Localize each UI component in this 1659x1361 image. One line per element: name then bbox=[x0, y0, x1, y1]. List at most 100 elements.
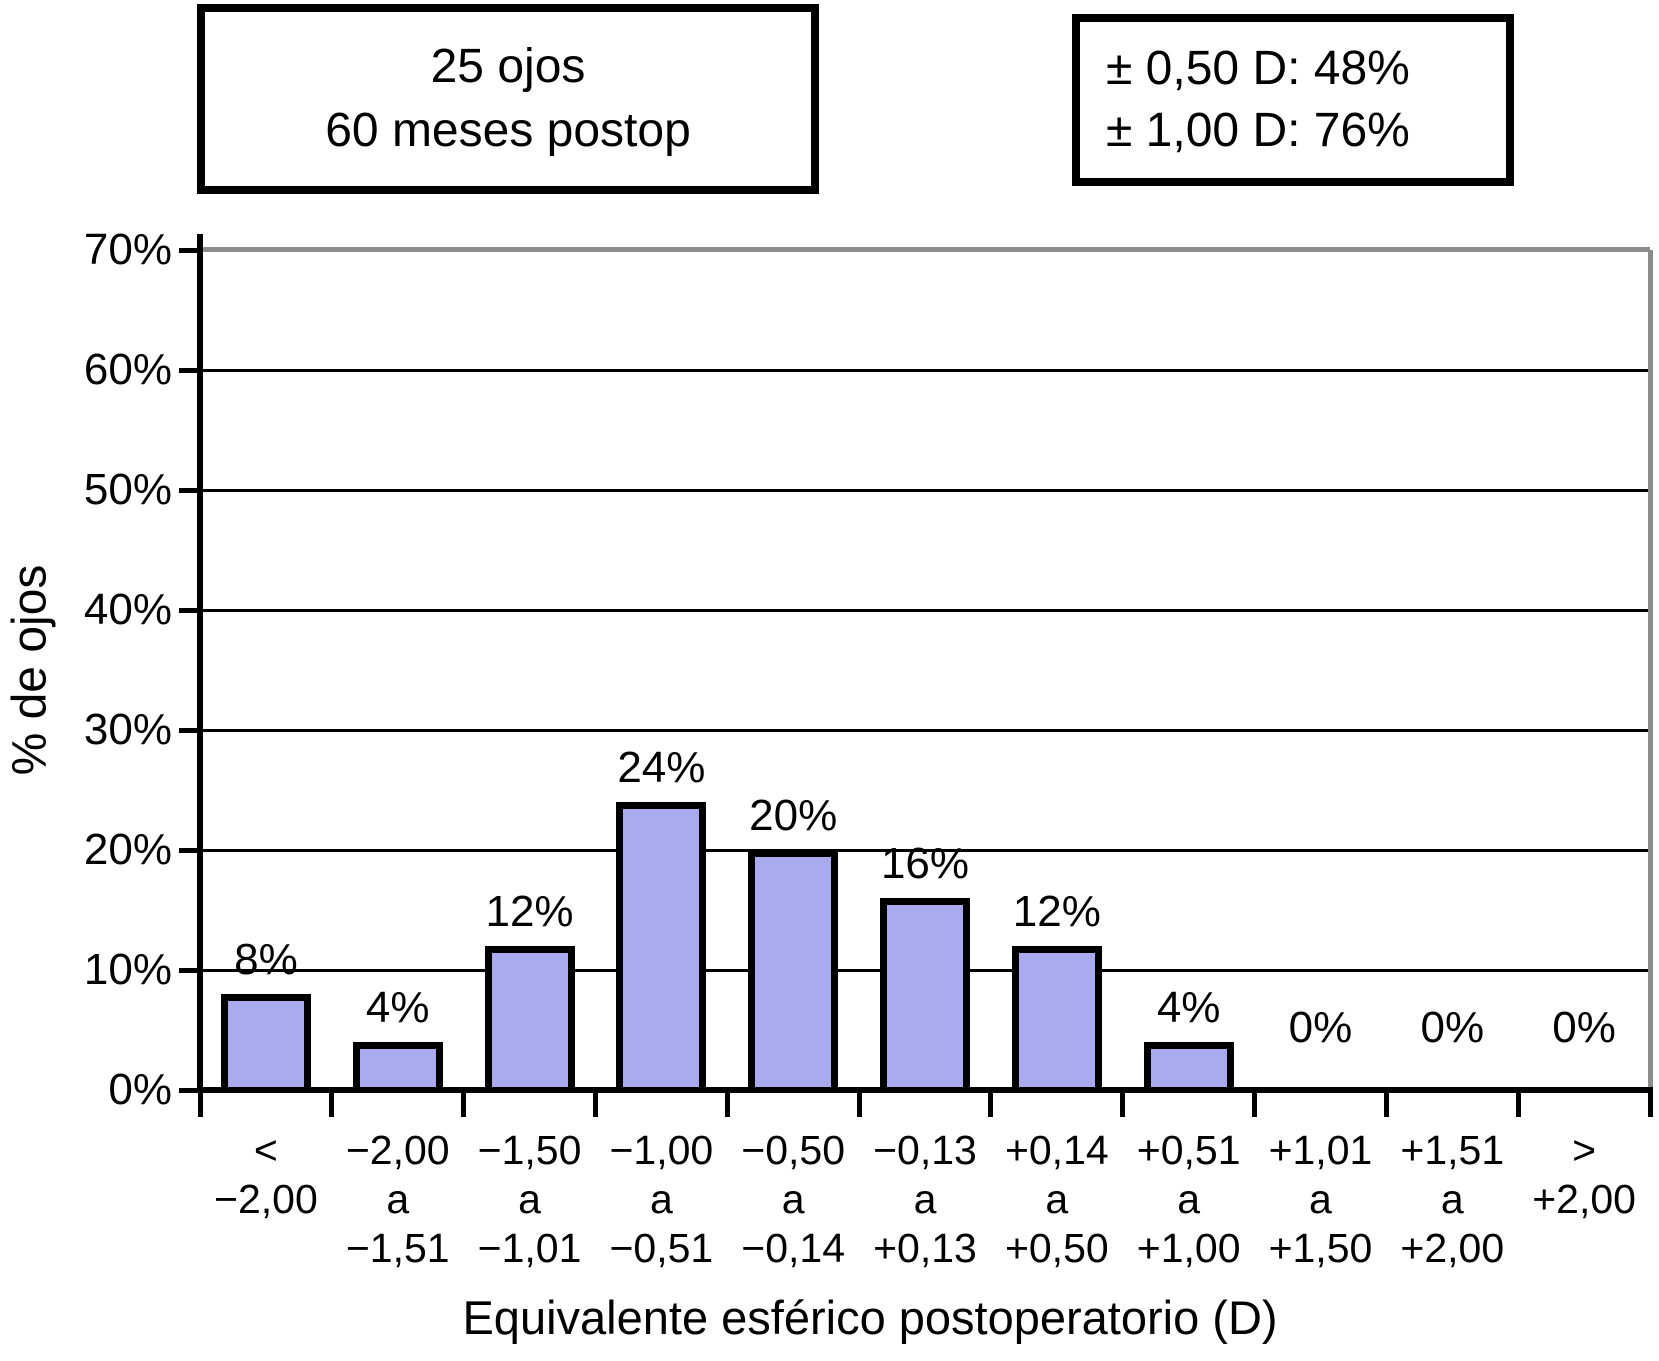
annotation-line-2: 60 meses postop bbox=[325, 104, 691, 157]
bar bbox=[484, 946, 575, 1090]
x-category-label-line: > bbox=[1572, 1127, 1597, 1173]
x-category-label-line: a bbox=[386, 1176, 410, 1222]
x-axis-line bbox=[197, 1087, 1653, 1093]
x-category-label: < −2,00 bbox=[200, 1126, 332, 1224]
x-tick-mark bbox=[1252, 1090, 1258, 1117]
x-axis-title: Equivalente esférico postoperatorio (D) bbox=[462, 1291, 1278, 1344]
x-category-label-line: +0,50 bbox=[1004, 1225, 1109, 1271]
bar-value-label: 0% bbox=[1552, 1003, 1616, 1052]
bar bbox=[1011, 946, 1102, 1090]
plot-frame-top bbox=[200, 247, 1650, 252]
y-tick-label: 10% bbox=[83, 945, 172, 994]
x-category-label-line: a bbox=[1177, 1176, 1201, 1222]
y-tick-mark bbox=[179, 367, 200, 373]
x-axis-category-labels: < −2,00 −2,00 a −1,51 −1,50 a −1,01 −1,00 a −0,51−… bbox=[200, 1126, 1650, 1286]
x-category-label: +0,51 a +1,00 bbox=[1123, 1126, 1255, 1273]
x-category-label-line: +1,00 bbox=[1136, 1225, 1241, 1271]
x-category-label-line: −1,50 bbox=[477, 1127, 582, 1173]
y-tick-label: 70% bbox=[83, 225, 172, 274]
x-category-label-line: +1,50 bbox=[1268, 1225, 1373, 1271]
x-category-label-line: +1,01 bbox=[1268, 1127, 1373, 1173]
x-category-label: > +2,00 bbox=[1518, 1126, 1650, 1224]
bar bbox=[220, 994, 311, 1090]
x-tick-mark bbox=[461, 1090, 467, 1117]
y-tick-mark bbox=[179, 727, 200, 733]
bar-value-label: 4% bbox=[365, 983, 430, 1032]
gridline bbox=[200, 608, 1650, 612]
x-category-label-line: a bbox=[1309, 1176, 1332, 1222]
x-tick-mark bbox=[988, 1090, 994, 1117]
y-tick-label: 0% bbox=[108, 1065, 172, 1114]
x-category-label-line: −0,13 bbox=[873, 1127, 977, 1173]
y-tick-mark bbox=[179, 247, 200, 253]
x-category-label-line: −0,14 bbox=[741, 1225, 846, 1271]
y-tick-label: 20% bbox=[83, 825, 172, 874]
x-category-label: −0,50 a −0,14 bbox=[727, 1126, 859, 1273]
x-tick-mark bbox=[197, 1090, 203, 1117]
bar-value-label: 20% bbox=[749, 791, 838, 840]
y-tick-mark bbox=[179, 967, 200, 973]
x-tick-mark bbox=[329, 1090, 335, 1117]
bar-value-label: 8% bbox=[234, 935, 298, 984]
study-annotation-box: 25 ojos 60 meses postop bbox=[197, 4, 819, 194]
y-tick-label: 30% bbox=[83, 705, 172, 754]
x-tick-mark bbox=[1120, 1090, 1126, 1117]
x-category-label: +1,01 a +1,50 bbox=[1255, 1126, 1387, 1273]
x-category-label-line: +1,51 bbox=[1400, 1127, 1505, 1173]
x-category-label-line: +0,51 bbox=[1136, 1127, 1241, 1173]
x-category-label-line: a bbox=[518, 1176, 541, 1222]
y-tick-label: 60% bbox=[83, 345, 172, 394]
x-category-label-line: −1,01 bbox=[477, 1225, 582, 1271]
bar bbox=[1143, 1042, 1234, 1090]
x-tick-mark bbox=[856, 1090, 862, 1117]
bar-value-label: 4% bbox=[1156, 983, 1221, 1032]
y-tick-mark bbox=[179, 487, 200, 493]
x-category-label-line: +0,14 bbox=[1004, 1127, 1109, 1173]
x-tick-mark bbox=[1647, 1090, 1653, 1117]
bar-value-label: 16% bbox=[880, 839, 970, 888]
y-tick-label: 40% bbox=[83, 585, 172, 634]
bar bbox=[880, 898, 970, 1090]
bar-value-label: 12% bbox=[1012, 887, 1101, 936]
gridline bbox=[200, 488, 1650, 492]
x-category-label-line: −0,51 bbox=[609, 1225, 714, 1271]
x-category-label-line: −0,50 bbox=[741, 1127, 846, 1173]
gridline bbox=[200, 728, 1650, 732]
x-category-label: −2,00 a −1,51 bbox=[332, 1126, 464, 1273]
bar-value-label: 0% bbox=[1288, 1003, 1353, 1052]
plot-frame-right bbox=[1648, 250, 1653, 1090]
bar-value-label: 12% bbox=[485, 887, 574, 936]
x-category-label-line: a bbox=[913, 1176, 937, 1222]
x-category-label-line: +0,13 bbox=[873, 1225, 977, 1271]
x-category-label: +0,14 a +0,50 bbox=[991, 1126, 1123, 1273]
x-tick-mark bbox=[1383, 1090, 1389, 1117]
bar-value-label: 0% bbox=[1420, 1003, 1485, 1052]
x-category-label-line: a bbox=[1045, 1176, 1069, 1222]
summary-line-2: ± 1,00 D: 76% bbox=[1106, 104, 1410, 157]
summary-line-1: ± 0,50 D: 48% bbox=[1106, 42, 1410, 95]
y-tick-mark bbox=[179, 1087, 200, 1093]
bar-value-label: 24% bbox=[617, 743, 706, 792]
x-category-label-line: a bbox=[1440, 1176, 1464, 1222]
x-tick-mark bbox=[592, 1090, 598, 1117]
x-category-label-line: +2,00 bbox=[1532, 1176, 1636, 1222]
y-tick-label: 50% bbox=[83, 465, 172, 514]
annotation-line-1: 25 ojos bbox=[430, 40, 586, 93]
x-category-label-line: −2,00 bbox=[345, 1127, 450, 1173]
summary-box: ± 0,50 D: 48% ± 1,00 D: 76% bbox=[1072, 14, 1514, 186]
x-category-label-line: < bbox=[253, 1127, 278, 1173]
x-category-label-line: +2,00 bbox=[1400, 1225, 1505, 1271]
x-tick-mark bbox=[1515, 1090, 1521, 1117]
x-category-label: +1,51 a +2,00 bbox=[1386, 1126, 1518, 1273]
x-category-label: −1,50 a −1,01 bbox=[464, 1126, 596, 1273]
plot-area: 8% 4% 12% 24% 20% 16% 12% 4% 0% 0% 0% bbox=[200, 247, 1650, 1090]
gridline bbox=[200, 368, 1650, 372]
bar bbox=[352, 1042, 443, 1090]
x-category-label-line: a bbox=[781, 1176, 805, 1222]
x-category-label-line: −2,00 bbox=[214, 1176, 318, 1222]
gridline bbox=[200, 848, 1650, 852]
x-category-label-line: −1,00 bbox=[609, 1127, 714, 1173]
bar bbox=[748, 850, 839, 1090]
bar bbox=[616, 802, 707, 1090]
